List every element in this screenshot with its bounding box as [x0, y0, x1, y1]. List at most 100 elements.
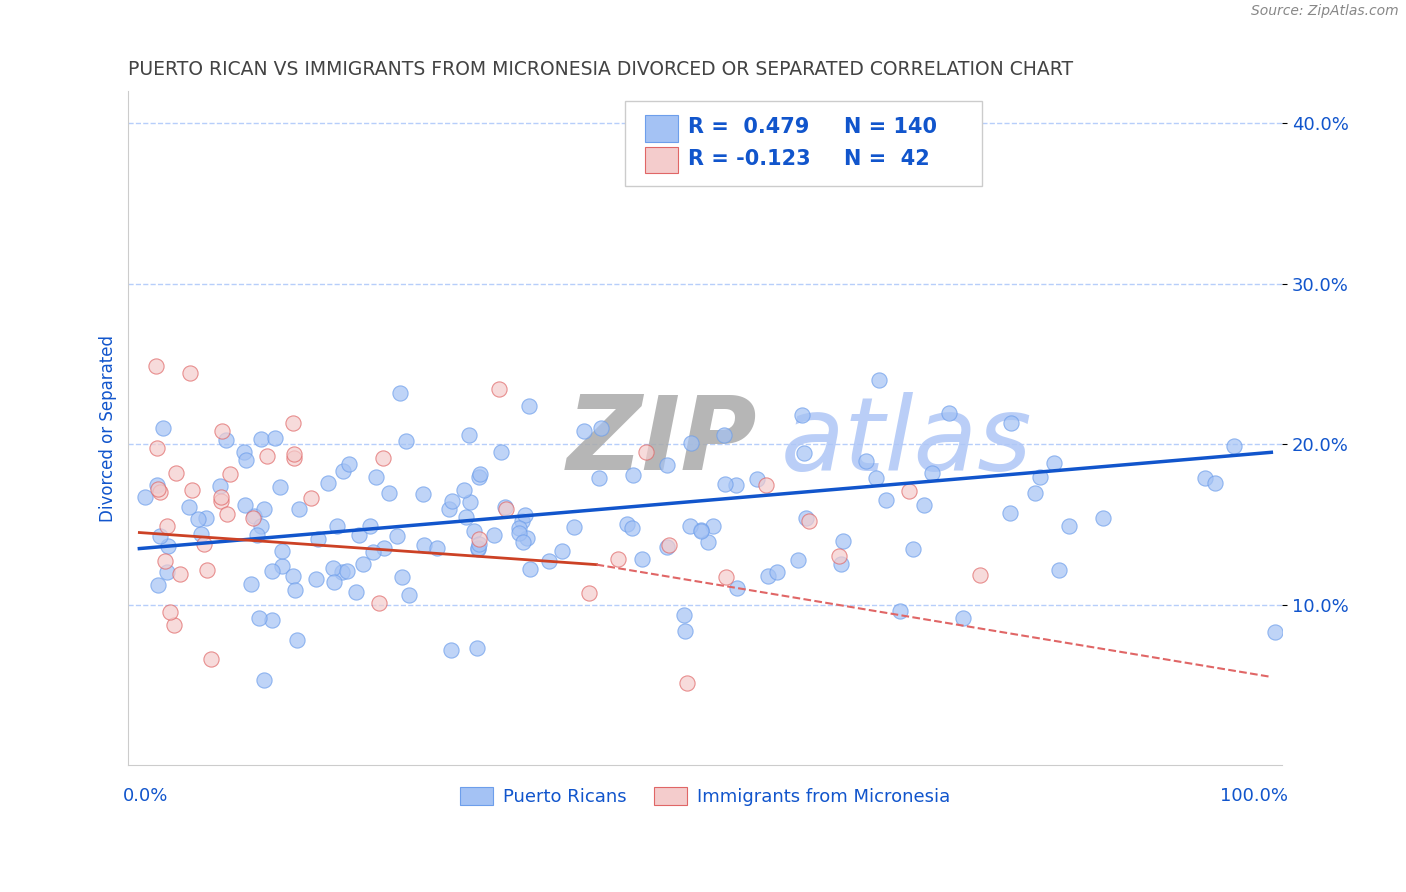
Point — [249, 519, 271, 533]
Point — [465, 640, 488, 655]
Point — [146, 578, 169, 592]
Point — [332, 464, 354, 478]
Point — [786, 553, 808, 567]
Point — [607, 552, 630, 566]
Point — [247, 611, 270, 625]
Point — [426, 541, 449, 555]
Point — [1092, 511, 1115, 525]
Point — [179, 366, 201, 380]
Point — [156, 566, 179, 580]
Point — [467, 541, 489, 556]
Point — [453, 483, 475, 497]
Point — [146, 477, 169, 491]
Point — [439, 502, 461, 516]
Point — [352, 558, 374, 572]
Point — [269, 480, 291, 494]
Point — [517, 399, 540, 413]
Point — [952, 610, 974, 624]
Point — [260, 613, 283, 627]
Point — [495, 502, 517, 516]
Text: R =  0.479: R = 0.479 — [688, 117, 810, 137]
Point — [1024, 485, 1046, 500]
Point — [467, 537, 489, 551]
Point — [551, 544, 574, 558]
Point — [508, 521, 530, 535]
Point — [385, 528, 408, 542]
Text: ZIP: ZIP — [567, 392, 758, 492]
Point — [156, 518, 179, 533]
Point — [330, 565, 353, 579]
Point — [240, 576, 263, 591]
Point — [388, 386, 411, 401]
Point — [681, 436, 703, 450]
Point — [361, 545, 384, 559]
Point — [875, 492, 897, 507]
Point — [149, 529, 172, 543]
FancyBboxPatch shape — [645, 146, 678, 173]
Point — [163, 617, 186, 632]
Point — [869, 373, 891, 387]
Point — [371, 451, 394, 466]
Point — [215, 434, 238, 448]
Point — [323, 575, 346, 590]
FancyBboxPatch shape — [645, 115, 678, 142]
Point — [621, 521, 644, 535]
Point — [1264, 625, 1286, 640]
Point — [827, 549, 849, 563]
Point — [463, 524, 485, 538]
Point — [855, 454, 877, 468]
Point — [262, 564, 284, 578]
Point — [307, 532, 329, 546]
Point — [889, 604, 911, 618]
Point — [246, 528, 269, 542]
Point — [344, 585, 367, 599]
Point — [697, 535, 720, 549]
Point — [969, 567, 991, 582]
Point — [830, 558, 852, 572]
Point — [326, 519, 349, 533]
Point — [215, 507, 238, 521]
Point — [134, 490, 156, 504]
Point — [713, 428, 735, 442]
Point — [209, 493, 232, 508]
Point — [264, 430, 287, 444]
Point — [242, 509, 264, 524]
Point — [146, 441, 169, 455]
Text: R = -0.123: R = -0.123 — [688, 149, 811, 169]
Point — [716, 570, 738, 584]
Point — [242, 511, 264, 525]
Point — [281, 417, 304, 431]
Point — [209, 491, 232, 505]
Y-axis label: Divorced or Separated: Divorced or Separated — [100, 334, 117, 522]
Point — [793, 445, 815, 459]
Text: 0.0%: 0.0% — [122, 787, 169, 805]
Point — [510, 514, 533, 528]
Point — [519, 562, 541, 576]
Point — [305, 572, 328, 586]
Legend: Puerto Ricans, Immigrants from Micronesia: Puerto Ricans, Immigrants from Micronesi… — [453, 780, 957, 814]
Point — [253, 673, 276, 688]
Point — [454, 510, 477, 524]
Point — [755, 478, 778, 492]
Point — [187, 512, 209, 526]
Point — [1000, 417, 1022, 431]
Point — [193, 537, 215, 551]
Point — [287, 501, 309, 516]
FancyBboxPatch shape — [624, 102, 983, 186]
Point — [657, 541, 679, 555]
Point — [482, 528, 505, 542]
Point — [458, 495, 481, 509]
Point — [790, 408, 813, 422]
Point — [512, 534, 534, 549]
Point — [373, 541, 395, 556]
Point — [631, 551, 654, 566]
Point — [283, 446, 305, 460]
Point — [412, 487, 434, 501]
Point — [673, 624, 696, 638]
Point — [208, 479, 231, 493]
Point — [572, 424, 595, 438]
Point — [235, 453, 257, 467]
Point — [589, 421, 612, 435]
Point — [1194, 471, 1216, 485]
Point — [284, 582, 307, 597]
